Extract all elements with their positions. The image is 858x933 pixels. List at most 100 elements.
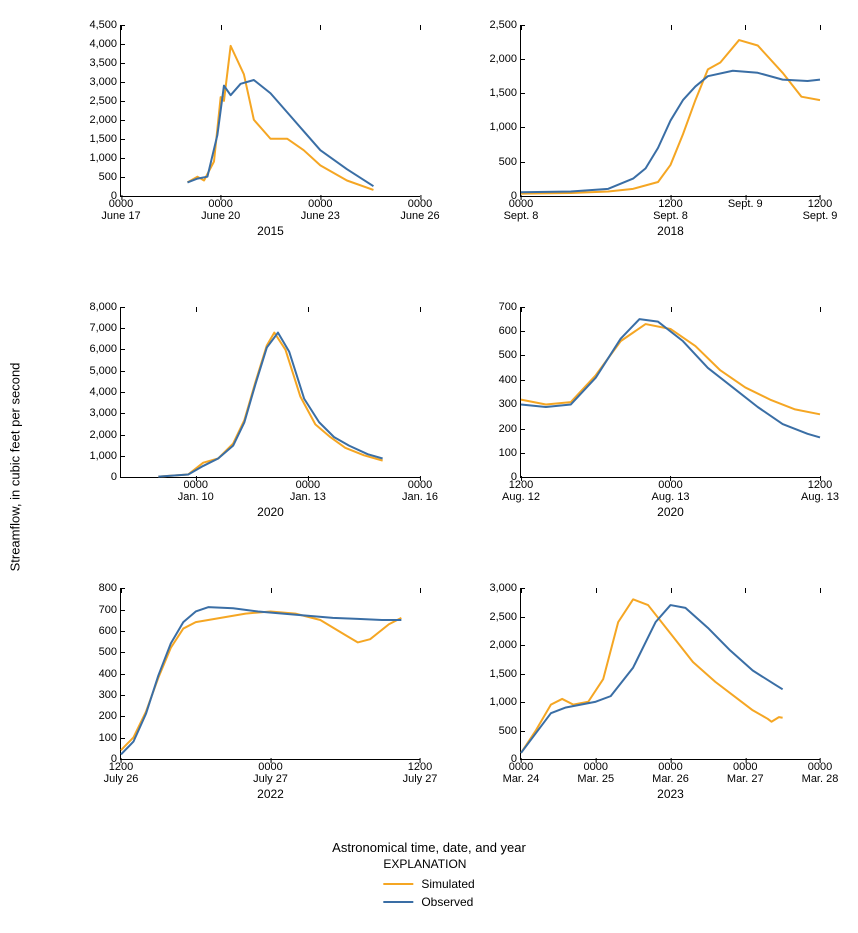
series-svg: [121, 588, 420, 759]
series-svg: [521, 588, 820, 759]
observed-line: [187, 80, 373, 186]
panel-year: 2022: [257, 787, 284, 801]
series-svg: [521, 307, 820, 478]
panel-year: 2020: [657, 505, 684, 519]
x-tick: 0000June 26: [400, 196, 439, 222]
y-tick: 4,500: [89, 19, 121, 31]
y-tick: 1,000: [89, 450, 121, 462]
x-axis-label: Astronomical time, date, and year: [332, 840, 526, 855]
y-tick: 4,000: [89, 38, 121, 50]
observed-line: [158, 332, 382, 476]
panel-year: 2020: [257, 505, 284, 519]
panel-year: 2018: [657, 224, 684, 238]
x-tick-top: [820, 588, 821, 593]
x-tick: 0000Jan. 13: [290, 477, 326, 503]
y-tick: 3,000: [89, 407, 121, 419]
observed-line: [521, 71, 820, 192]
x-tick: 0000Aug. 13: [652, 477, 690, 503]
plot-area: 05001,0001,5002,0002,5003,0003,5004,0004…: [120, 25, 420, 197]
x-tick: 1200July 27: [403, 759, 438, 785]
x-tick: 0000June 20: [201, 196, 240, 222]
plot-area: 01002003004005006007008001200July 260000…: [120, 588, 420, 760]
legend-title: EXPLANATION: [383, 857, 474, 871]
legend: EXPLANATION Simulated Observed: [383, 857, 474, 913]
x-tick: 1200July 26: [104, 759, 139, 785]
series-svg: [521, 25, 820, 196]
legend-label: Simulated: [421, 877, 474, 891]
y-tick: 2,000: [89, 114, 121, 126]
y-tick: 700: [99, 604, 121, 616]
y-tick: 200: [499, 423, 521, 435]
x-tick: 0000Mar. 24: [503, 759, 540, 785]
legend-item: Observed: [383, 895, 474, 909]
x-tick: 1200Sept. 9: [803, 196, 838, 222]
y-tick: 1,500: [489, 668, 521, 680]
y-tick: 600: [99, 625, 121, 637]
y-tick: 3,000: [489, 582, 521, 594]
chart-panel: 01,0002,0003,0004,0005,0006,0007,0008,00…: [80, 302, 420, 529]
y-tick: 500: [499, 156, 521, 168]
y-tick: 800: [99, 582, 121, 594]
simulated-line: [121, 612, 401, 751]
plot-area: 05001,0001,5002,0002,5003,0000000Mar. 24…: [520, 588, 820, 760]
y-tick: 3,500: [89, 57, 121, 69]
y-tick: 2,500: [489, 611, 521, 623]
simulated-line: [521, 600, 783, 754]
legend-swatch: [383, 901, 413, 903]
y-tick: 2,000: [89, 429, 121, 441]
y-tick: 100: [99, 732, 121, 744]
x-tick: 0000Jan. 16: [402, 477, 438, 503]
chart-panel: 01002003004005006007001200Aug. 120000Aug…: [480, 302, 820, 529]
simulated-line: [521, 324, 820, 414]
y-tick: 700: [499, 301, 521, 313]
y-tick: 2,500: [89, 95, 121, 107]
chart-panel: 05001,0001,5002,0002,5003,0000000Mar. 24…: [480, 583, 820, 810]
x-tick: 1200Aug. 13: [801, 477, 839, 503]
x-tick: 0000July 27: [253, 759, 288, 785]
y-tick: 600: [499, 325, 521, 337]
x-tick-top: [420, 588, 421, 593]
chart-panel: 05001,0001,5002,0002,5003,0003,5004,0004…: [80, 20, 420, 247]
y-tick: 2,500: [489, 19, 521, 31]
x-tick: 0000Mar. 25: [577, 759, 614, 785]
x-tick-top: [420, 307, 421, 312]
y-tick: 2,000: [489, 53, 521, 65]
y-axis-label: Streamflow, in cubic feet per second: [8, 362, 23, 571]
y-tick: 500: [499, 725, 521, 737]
observed-line: [521, 319, 820, 437]
x-tick: 0000Mar. 27: [727, 759, 764, 785]
x-tick: 0000Mar. 26: [652, 759, 689, 785]
y-tick: 1,000: [89, 152, 121, 164]
chart-panel: 01002003004005006007008001200July 260000…: [80, 583, 420, 810]
chart-panel: 05001,0001,5002,0002,5000000Sept. 81200S…: [480, 20, 820, 247]
observed-line: [521, 605, 783, 753]
y-tick: 200: [99, 710, 121, 722]
x-tick-top: [820, 25, 821, 30]
y-tick: 3,000: [89, 76, 121, 88]
observed-line: [121, 608, 401, 755]
panel-year: 2023: [657, 787, 684, 801]
x-tick: 0000June 23: [301, 196, 340, 222]
y-tick: 400: [499, 374, 521, 386]
y-tick: 500: [99, 646, 121, 658]
y-tick: 400: [99, 668, 121, 680]
y-tick: 2,000: [489, 639, 521, 651]
legend-swatch: [383, 883, 413, 885]
y-tick: 4,000: [89, 386, 121, 398]
x-tick: 1200Aug. 12: [502, 477, 540, 503]
x-tick-top: [820, 307, 821, 312]
x-tick: 0000June 17: [101, 196, 140, 222]
x-tick: 0000Mar. 28: [802, 759, 839, 785]
simulated-line: [158, 332, 382, 476]
panel-year: 2015: [257, 224, 284, 238]
x-tick: 0000Sept. 8: [504, 196, 539, 222]
y-tick: 1,500: [89, 133, 121, 145]
y-tick: 500: [99, 171, 121, 183]
y-tick: 500: [499, 349, 521, 361]
panel-grid: 05001,0001,5002,0002,5003,0003,5004,0004…: [80, 20, 820, 810]
y-tick: 300: [499, 398, 521, 410]
series-svg: [121, 307, 420, 478]
x-tick: Sept. 9: [728, 196, 763, 210]
plot-area: 01,0002,0003,0004,0005,0006,0007,0008,00…: [120, 307, 420, 479]
y-tick: 1,000: [489, 121, 521, 133]
